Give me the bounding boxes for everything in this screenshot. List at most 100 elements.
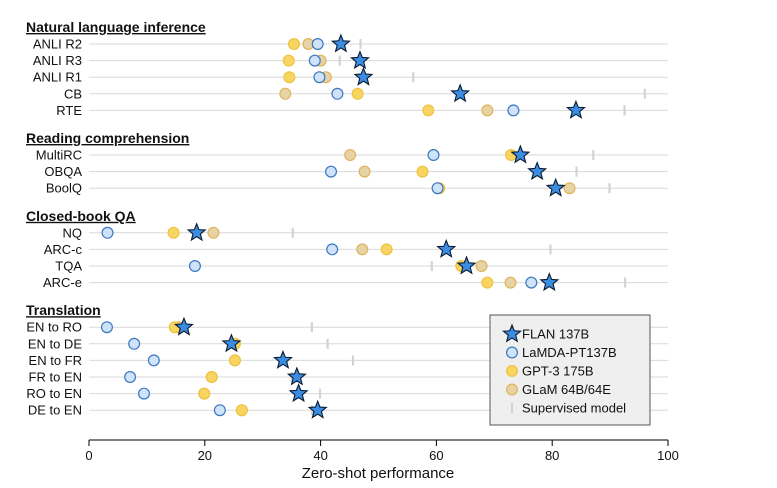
flan-point [221,333,242,353]
task-row: DE to EN [28,399,668,419]
lamda-point [213,404,226,417]
flan-point [539,272,560,292]
lamda-point [138,387,151,400]
legend-item: GPT-3 175B [506,364,594,379]
task-row: ANLI R2 [33,33,668,53]
lamda-point [311,37,324,50]
gpt3-point [416,165,429,178]
row-label: ANLI R1 [33,70,82,85]
row-label: TQA [55,259,82,274]
task-row: ARC-c [44,238,668,258]
legend-star-icon [502,323,522,343]
flan-point [349,50,370,70]
task-row: ANLI R1 [33,66,668,86]
gpt3-point [167,226,180,239]
flan-point [565,99,586,119]
lamda-point [331,87,344,100]
x-axis-title: Zero-shot performance [302,465,455,482]
row-label: MultiRC [36,148,82,163]
flan-point [545,177,566,197]
glam-point [563,182,576,195]
row-label: FR to EN [29,370,82,385]
gpt3-point [287,37,300,50]
task-row: CB [64,83,668,103]
task-row: NQ [63,222,668,242]
task-row: ARC-e [43,272,668,292]
legend-label: GLaM 64B/64E [522,382,611,397]
flan-point [186,222,207,242]
lamda-point [507,104,520,117]
glam-point [475,260,488,273]
legend-label: LaMDA-PT137B [522,345,617,360]
gpt3-point [198,387,211,400]
row-label: OBQA [44,164,82,179]
row-label: BoolQ [46,181,82,196]
task-row: MultiRC [36,144,668,164]
gpt3-point [422,104,435,117]
group-title: Translation [26,302,101,318]
lamda-point [308,54,321,67]
gpt3-point [235,404,248,417]
row-label: RO to EN [26,386,82,401]
flan-point [307,399,328,419]
row-label: RTE [56,103,82,118]
legend-label: FLAN 137B [522,327,589,342]
task-row: ANLI R3 [33,50,668,70]
gpt3-point [380,243,393,256]
lamda-point [525,276,538,289]
legend-item: GLaM 64B/64E [506,382,611,397]
flan-point [456,255,477,275]
task-row: RTE [56,99,668,119]
legend-circle-icon [506,383,519,396]
lamda-point [128,337,141,350]
gpt3-point [205,371,218,384]
lamda-point [101,226,114,239]
flan-point [510,144,531,164]
x-tick-label: 100 [657,448,679,463]
legend: FLAN 137B LaMDA-PT137B GPT-3 175B GLaM 64B/… [489,314,651,426]
glam-point [207,226,220,239]
gpt3-point [351,87,364,100]
lamda-point [124,371,137,384]
row-label: ARC-e [43,275,82,290]
group-title: Natural language inference [26,19,206,35]
row-label: ARC-c [44,242,83,257]
flan-point [272,349,293,369]
glam-point [356,243,369,256]
legend-item: LaMDA-PT137B [506,345,617,360]
legend-circle-icon [506,365,519,378]
group-title: Reading comprehension [26,130,189,146]
glam-point [504,276,517,289]
legend-label: Supervised model [522,401,626,416]
lamda-point [313,71,326,84]
row-label: ANLI R2 [33,37,82,52]
gpt3-point [282,54,295,67]
row-label: NQ [63,225,83,240]
row-label: CB [64,86,82,101]
flan-point [436,238,457,258]
flan-point [330,33,351,53]
flan-point [527,161,548,181]
row-label: EN to DE [28,336,83,351]
task-row: BoolQ [46,177,668,197]
lamda-point [431,182,444,195]
flan-point [286,366,307,386]
row-label: ANLI R3 [33,53,82,68]
glam-point [344,149,357,162]
row-label: EN to RO [26,320,82,335]
flan-point [353,66,374,86]
lamda-point [188,260,201,273]
task-row: TQA [55,255,668,275]
lamda-point [326,243,339,256]
flan-point [450,83,471,103]
x-tick-label: 60 [429,448,443,463]
lamda-point [427,149,440,162]
gpt3-point [481,276,494,289]
lamda-point [100,321,113,334]
legend-item: Supervised model [510,401,626,416]
gpt3-point [283,71,296,84]
legend-circle-icon [506,346,519,359]
x-tick-label: 80 [545,448,559,463]
lamda-point [325,165,338,178]
